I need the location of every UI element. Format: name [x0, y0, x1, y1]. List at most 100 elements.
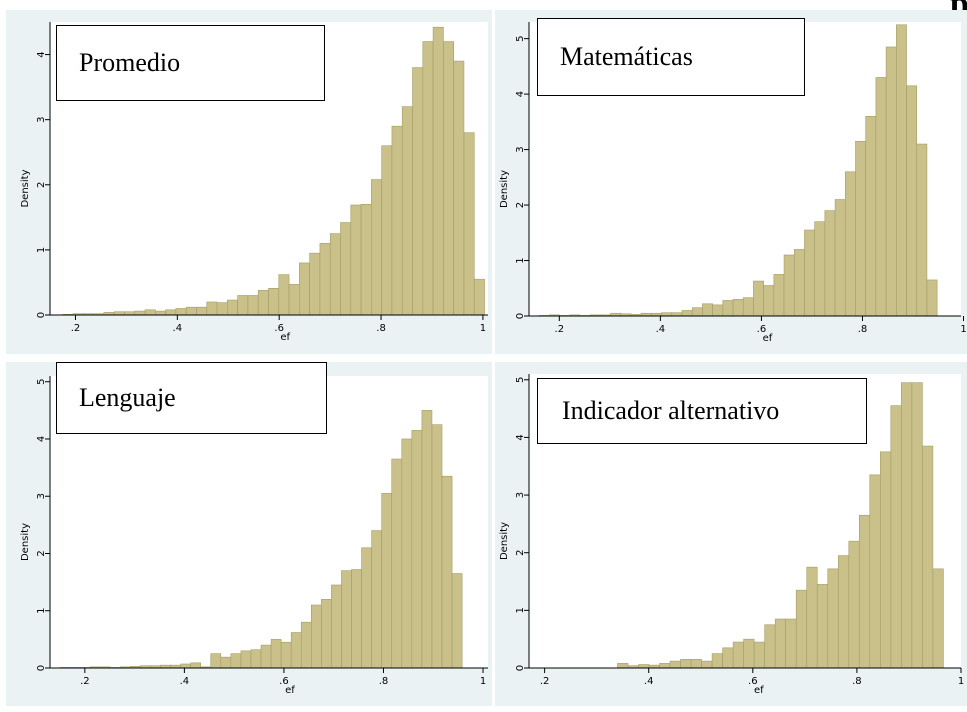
y-axis-label: Density: [499, 522, 510, 560]
histogram-bar: [441, 475, 453, 669]
y-tick-label: 2: [515, 550, 526, 556]
histogram-bar: [783, 254, 795, 317]
y-tick-label: 3: [515, 492, 526, 498]
histogram-bar: [257, 289, 269, 316]
histogram-bar: [230, 653, 242, 669]
histogram-bar: [834, 199, 846, 317]
x-tick-label: 1: [960, 324, 966, 335]
y-tick-label: 0: [515, 313, 526, 319]
histogram-bar: [732, 299, 744, 317]
histogram-bar: [669, 660, 681, 669]
histogram-bar: [422, 41, 434, 316]
histogram-bar: [288, 284, 300, 316]
histogram-bar: [411, 430, 423, 669]
histogram-bar: [743, 638, 755, 669]
y-tick-label: 2: [36, 550, 47, 556]
histogram-bar: [722, 647, 734, 669]
x-tick-label: .6: [274, 323, 284, 334]
histogram-bar: [196, 306, 208, 316]
histogram-bar: [340, 222, 352, 316]
histogram-bar: [290, 632, 302, 669]
y-tick-label: 1: [515, 257, 526, 263]
panel-title-promedio: Promedio: [56, 25, 325, 101]
x-axis-label: ef: [754, 685, 764, 696]
x-tick-label: .4: [656, 324, 666, 335]
histogram-bar: [681, 310, 693, 317]
histogram-bar: [722, 300, 734, 317]
histogram-bar: [463, 132, 475, 316]
y-tick-label: 3: [515, 146, 526, 152]
histogram-bar: [911, 382, 923, 669]
x-tick-label: .8: [376, 323, 386, 334]
histogram-bar: [300, 621, 312, 669]
x-tick-label: .4: [173, 323, 183, 334]
histogram-bar: [185, 306, 197, 316]
y-tick-label: 3: [36, 116, 47, 122]
y-tick-label: 2: [36, 182, 47, 188]
x-tick-label: .6: [757, 324, 767, 335]
y-axis-label: Density: [20, 523, 31, 561]
histogram-bar: [268, 288, 280, 316]
histogram-bar: [250, 649, 262, 669]
panel-title-matematicas: Matemáticas: [537, 18, 805, 96]
histogram-bar: [381, 493, 393, 669]
histogram-bar: [351, 569, 362, 669]
y-tick-label: 0: [36, 665, 47, 671]
histogram-bar: [848, 540, 860, 669]
histogram-bar: [855, 140, 867, 317]
histogram-bar: [319, 243, 331, 316]
histogram-panel-indicador-alternativo: .2 .4 .6 .8 1 0 1 2 3 4 5 ef Density Indicador alter…: [495, 362, 967, 706]
histogram-bar: [165, 309, 177, 316]
histogram-bar: [638, 664, 650, 669]
histogram-bar: [711, 653, 723, 669]
histogram-bar: [774, 618, 787, 669]
y-tick-label: 5: [515, 35, 526, 41]
x-tick-label: 1: [958, 676, 964, 687]
histogram-bar: [844, 171, 856, 317]
histogram-bar: [837, 555, 850, 669]
y-tick-label: 1: [36, 608, 47, 614]
y-tick-label: 2: [515, 202, 526, 208]
histogram-bar: [922, 445, 934, 669]
histogram-bar: [795, 589, 808, 669]
histogram-bar: [785, 618, 797, 669]
histogram-bar: [885, 46, 897, 317]
x-tick-label: .2: [540, 676, 550, 687]
histogram-bar: [280, 641, 292, 669]
histogram-bar: [690, 659, 702, 669]
histogram-bar: [753, 641, 765, 669]
histogram-bar: [144, 309, 156, 316]
histogram-bar: [764, 624, 776, 669]
histogram-bar: [804, 229, 815, 317]
x-tick-label: .8: [852, 676, 862, 687]
histogram-bar: [278, 274, 290, 316]
histogram-bar: [814, 221, 826, 317]
y-tick-label: 0: [515, 665, 526, 671]
histogram-promedio-svg: .2 .4 .6 .8 1 0 1 2 3 4 ef Density: [6, 10, 492, 354]
histogram-bar: [753, 280, 764, 317]
histogram-bar: [869, 474, 881, 669]
histogram-bar: [896, 24, 907, 317]
x-tick-label: .2: [80, 676, 90, 687]
x-axis-label: ef: [280, 332, 290, 343]
y-tick-label: 4: [36, 51, 47, 57]
histogram-bar: [880, 451, 892, 669]
histogram-bar: [827, 568, 839, 669]
histogram-bar: [175, 308, 187, 316]
histogram-panel-matematicas: .2 .4 .6 .8 1 0 1 2 3 4 5 ef Density Matemáticas: [495, 10, 967, 354]
panel-title-lenguaje: Lenguaje: [56, 362, 327, 434]
y-tick-label: 4: [36, 436, 47, 442]
histogram-bar: [134, 310, 146, 316]
x-tick-label: .8: [858, 324, 868, 335]
histogram-bar: [190, 662, 202, 669]
histogram-bar: [901, 382, 913, 669]
x-tick-label: .4: [644, 676, 654, 687]
y-tick-label: 5: [36, 379, 47, 385]
histogram-bar: [206, 301, 218, 316]
histogram-bar: [311, 604, 322, 669]
histogram-bar: [371, 530, 382, 669]
histogram-bar: [742, 297, 754, 317]
histogram-bar: [926, 279, 938, 317]
x-tick-label: .2: [555, 324, 565, 335]
histogram-bar: [890, 405, 902, 669]
